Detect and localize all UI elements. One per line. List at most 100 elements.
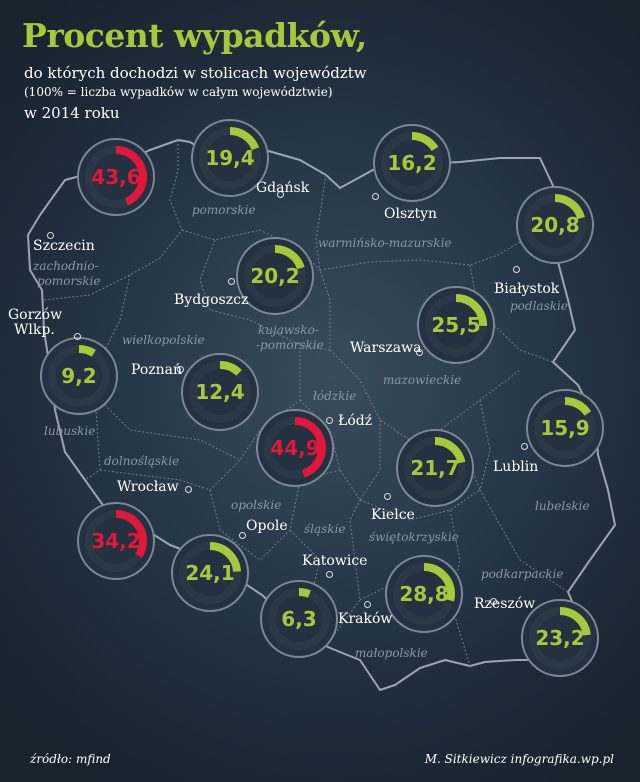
credit-note: M. Sitkiewicz infografika.wp.pl [424,752,614,766]
border-warminsko [319,229,541,271]
ring-value: 34,2 [91,529,140,553]
ring-gda-sk: 19,4 [191,119,269,197]
ring-warszawa: 25,5 [417,286,495,364]
ring-value: 19,4 [205,146,254,170]
ring-value: 44,9 [270,436,319,460]
city-dot [326,417,333,424]
ring-arc [48,345,110,407]
ring-lublin: 15,9 [526,389,604,467]
ring-arc [534,397,596,459]
region-lubelskie: lubelskie [535,499,590,513]
ring-bia-ystok: 20,8 [516,186,594,264]
ring-value: 15,9 [540,416,589,440]
city-lublin: Lublin [493,459,539,475]
border-dolnoslaskie [99,459,241,491]
region-kujawsko-pomorskie-2: -pomorskie [256,338,324,352]
ring-arc [189,361,251,423]
border-podlaskie [469,264,554,363]
ring-value: 25,5 [431,313,480,337]
subtitle: do których dochodzi w stolicach wojewódz… [24,64,367,82]
ring-katowice: 6,3 [260,580,338,658]
region-mazowieckie: mazowieckie [383,373,462,387]
city-rzeszow: Rzeszów [474,596,536,612]
city-olsztyn: Olsztyn [384,206,438,222]
ring-pozna-: 12,4 [181,353,259,431]
city-dot [326,571,333,578]
ring-value: 20,2 [250,264,299,288]
region-pomorskie: pomorskie [192,203,256,217]
ring-krak-w: 28,8 [385,555,463,633]
ring-opole: 24,1 [171,534,249,612]
ring-value: 24,1 [185,561,234,585]
city-dot [372,193,379,200]
ring-wroc-aw: 34,2 [77,502,155,580]
ring-kielce: 21,7 [396,429,474,507]
city-poznan: Poznań [131,362,183,378]
border-opolskie [209,469,341,561]
ring-bydgoszcz: 20,2 [236,237,314,315]
ring-arc [524,194,586,256]
region-lubuskie: lubuskie [44,424,96,438]
ring-arc [268,588,330,650]
city-wroclaw: Wrocław [117,479,179,495]
city-bydgoszcz: Bydgoszcz [174,292,249,308]
city-dot [416,349,423,356]
city-dot [185,486,192,493]
city-lodz: Łódź [338,413,373,429]
ring-arc [404,437,466,499]
title: Procent wypadków, [22,16,367,55]
ring-arc [393,563,455,625]
city-warszawa: Warszawa [350,340,422,356]
source-note: źródło: mfind [30,752,111,766]
ring-arc [381,132,443,194]
city-dot [521,443,528,450]
region-wielkopolskie: wielkopolskie [122,333,205,347]
region-zachodniopomorskie: zachodnio- [33,259,99,273]
subtitle-note: (100% = liczba wypadków w całym wojewódz… [24,85,333,99]
border-podkarpackie [449,509,471,667]
city-gdansk: Gdańsk [256,180,310,196]
city-dot [177,366,184,373]
region-warminsko-mazurskie: warmińsko-mazurskie [318,236,452,250]
ring-value: 43,6 [91,165,140,189]
city-dot [277,191,284,198]
ring-arc [264,417,326,479]
region-kujawsko-pomorskie: kujawsko- [258,323,319,337]
city-dot [490,598,497,605]
rings-layer: 43,6 19,4 16,2 20,8 20,2 25,5 9,2 12,4 44,9 15,9 2… [40,119,604,677]
ring-arc [199,127,261,189]
city-gorzow: Gorzów [8,307,63,323]
city-dot [228,278,235,285]
ring-value: 9,2 [61,364,96,388]
border-lodzkie [299,399,381,501]
ring-value: 20,8 [530,213,579,237]
ring-szczecin: 43,6 [77,138,155,216]
ring-value: 21,7 [410,456,459,480]
region-malopolskie: małopolskie [355,646,428,660]
city-krakow: Kraków [338,611,393,627]
ring-arc [85,510,147,572]
city-dot [74,333,81,340]
city-szczecin: Szczecin [33,238,95,254]
city-bialystok: Białystok [494,281,560,297]
city-gorzow-2: Wlkp. [14,322,55,338]
city-dot [384,493,391,500]
city-opole: Opole [246,518,288,534]
city-dot [47,232,54,239]
ring-gorz-w-wlkp-: 9,2 [40,337,118,415]
ring-rzesz-w: 23,2 [521,599,599,677]
city-katowice: Katowice [302,553,368,569]
ring-value: 6,3 [281,607,316,631]
city-dot [364,601,371,608]
ring-arc [425,294,487,356]
region-lodzkie: łódzkie [313,389,357,403]
city-dot [239,532,246,539]
ring-value: 16,2 [387,151,436,175]
city-kielce: Kielce [371,507,415,523]
ring-value: 12,4 [195,380,244,404]
region-dolnoslaskie: dolnośląskie [104,454,180,468]
region-swietokrzyskie: świętokrzyskie [369,530,459,544]
region-opolskie: opolskie [231,498,282,512]
